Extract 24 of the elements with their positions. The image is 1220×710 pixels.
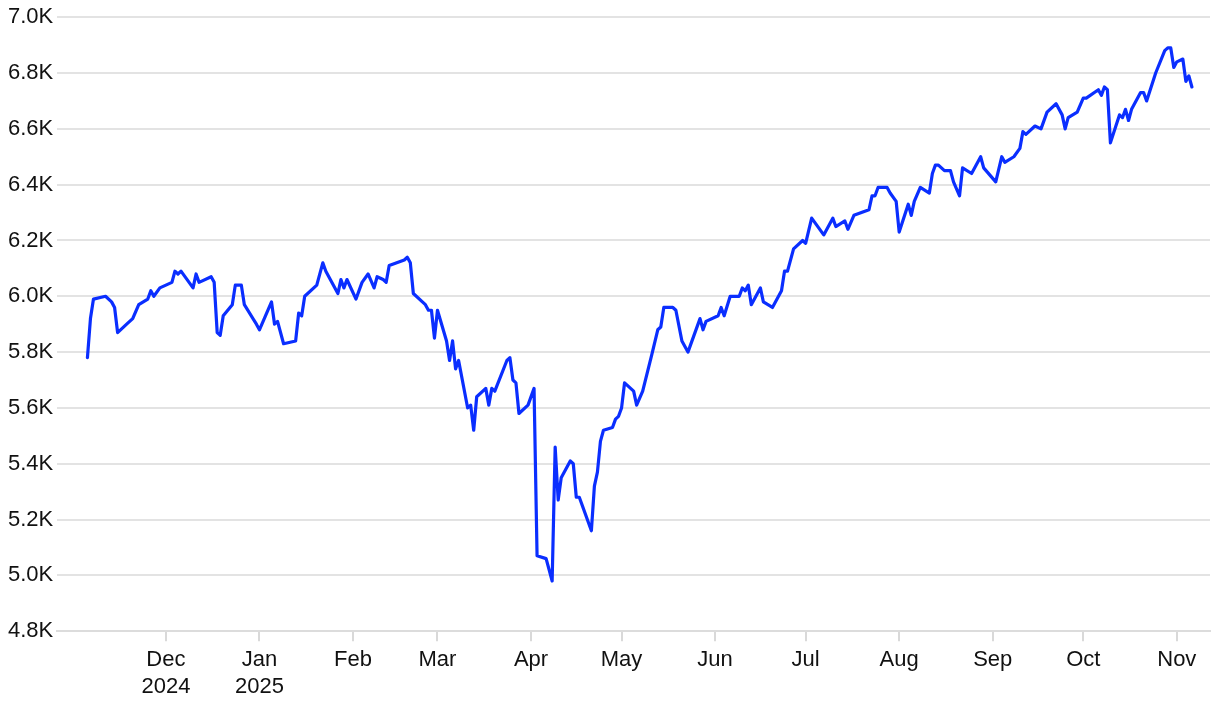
x-tick-label: Jan 2025 (234, 646, 284, 698)
y-tick-label: 5.4K (7, 449, 54, 475)
y-tick-label: 6.2K (7, 226, 54, 252)
y-tick-label: 5.6K (7, 393, 54, 419)
y-tick-label: 4.8K (7, 617, 54, 643)
x-tick-label: Feb (334, 646, 372, 672)
y-tick-label: 6.6K (7, 114, 54, 140)
x-tick-label: Aug (879, 646, 919, 672)
y-tick-label: 6.0K (7, 282, 54, 308)
y-tick-label: 6.4K (7, 170, 54, 196)
x-tick-label: Sep (973, 646, 1013, 672)
x-tick-label: Apr (513, 646, 549, 672)
x-tick-label: Jun (697, 646, 733, 672)
x-tick-label: Dec 2024 (141, 646, 191, 698)
x-tick-label: Jul (791, 646, 820, 672)
x-tick-label: Oct (1066, 646, 1101, 672)
y-tick-label: 5.8K (7, 338, 54, 364)
y-tick-label: 7.0K (7, 3, 54, 29)
y-tick-label: 5.0K (7, 561, 54, 587)
x-tick-label: Mar (418, 646, 457, 672)
x-tick-label: Nov (1157, 646, 1197, 672)
y-tick-label: 5.2K (7, 505, 54, 531)
y-tick-label: 6.8K (7, 59, 54, 85)
x-tick-label: May (600, 646, 643, 672)
